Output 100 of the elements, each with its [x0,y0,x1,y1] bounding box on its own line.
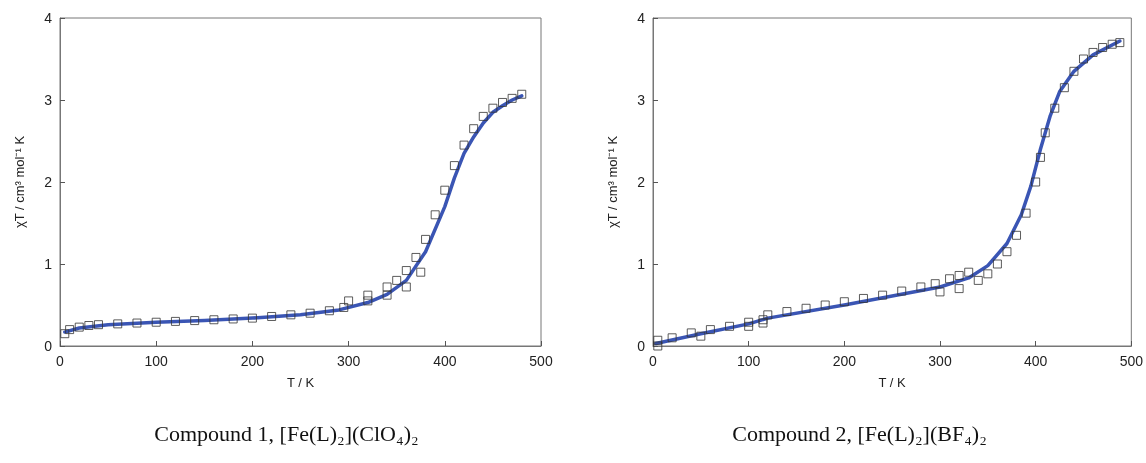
x-tick-label: 500 [1119,353,1144,369]
y-axis-title: χT / cm³ mol⁻¹ K [12,135,27,229]
point [1050,103,1060,113]
point [478,111,488,121]
x-tick-label: 200 [240,353,265,369]
point [151,317,161,327]
point [945,274,955,284]
x-tick-label: 100 [736,353,761,369]
y-tick-label: 2 [637,174,646,190]
point [763,310,773,320]
y-tick-label: 3 [637,92,646,108]
point [344,296,354,306]
y-tick-label: 0 [44,338,53,354]
point [1078,54,1088,64]
point [440,185,450,195]
point [488,103,498,113]
x-tick-label: 200 [832,353,857,369]
point [209,315,219,325]
point [820,300,830,310]
x-tick-label: 500 [529,353,553,369]
point [60,329,70,339]
y-tick-label: 4 [44,10,53,26]
point [916,282,926,292]
point [801,303,811,313]
point [363,290,373,300]
point [401,266,411,276]
y-tick-label: 2 [44,174,53,190]
point [1107,39,1117,49]
point [416,267,426,277]
point [782,307,792,317]
point [1040,128,1050,138]
point [65,325,75,335]
point [132,318,142,328]
point [1021,208,1031,218]
point [93,320,103,330]
point [983,269,993,279]
point [839,297,849,307]
point [382,290,392,300]
point [1035,152,1045,162]
point [363,296,373,306]
point [1059,83,1069,93]
x-tick-label: 400 [433,353,457,369]
text: Compound 1, [Fe(L)₂](ClO₄)₂ [154,420,419,446]
x-tick-label: 100 [144,353,169,369]
point [1098,43,1108,53]
point [858,293,868,303]
point [267,311,277,321]
y-tick-label: 1 [637,256,646,272]
text: Compound 2, [Fe(L)₂](BF₄)₂ [732,420,987,446]
point [992,259,1002,269]
point [954,270,964,280]
point [897,286,907,296]
y-tick-label: 4 [637,10,646,26]
point [247,313,257,323]
point [964,267,974,277]
x-tick-label: 300 [928,353,952,369]
point [411,252,421,262]
point [382,282,392,292]
point [459,140,469,150]
point [744,317,754,327]
point [170,316,180,326]
point [1002,247,1012,257]
point [653,341,663,351]
point [517,89,527,99]
x-axis-title: T / K [286,375,315,390]
point [744,321,754,331]
point [469,124,479,134]
point [935,287,945,297]
point [339,302,349,312]
point [498,97,508,107]
x-tick-label: 0 [649,353,658,369]
point [1115,38,1125,48]
point [84,321,94,330]
point [74,322,84,332]
y-tick-label: 3 [44,92,53,108]
y-axis-title: χT / cm³ mol⁻¹ K [605,135,620,229]
point [1031,177,1041,187]
point [973,275,983,285]
point [324,306,334,316]
point [1088,47,1098,57]
point [1069,66,1079,76]
y-tick-label: 0 [637,338,646,354]
point [430,210,440,220]
point [930,279,940,289]
point [686,328,696,338]
point [667,333,677,343]
point [392,275,402,285]
point [421,234,431,244]
point [725,321,735,331]
point [401,282,411,292]
x-axis-title: T / K [878,375,907,390]
point [228,314,238,324]
point [190,316,200,326]
point [1012,230,1022,240]
point [878,290,888,300]
x-tick-label: 0 [56,353,65,369]
x-tick-label: 400 [1023,353,1048,369]
x-tick-label: 300 [336,353,361,369]
point [286,310,296,320]
point [705,325,715,335]
